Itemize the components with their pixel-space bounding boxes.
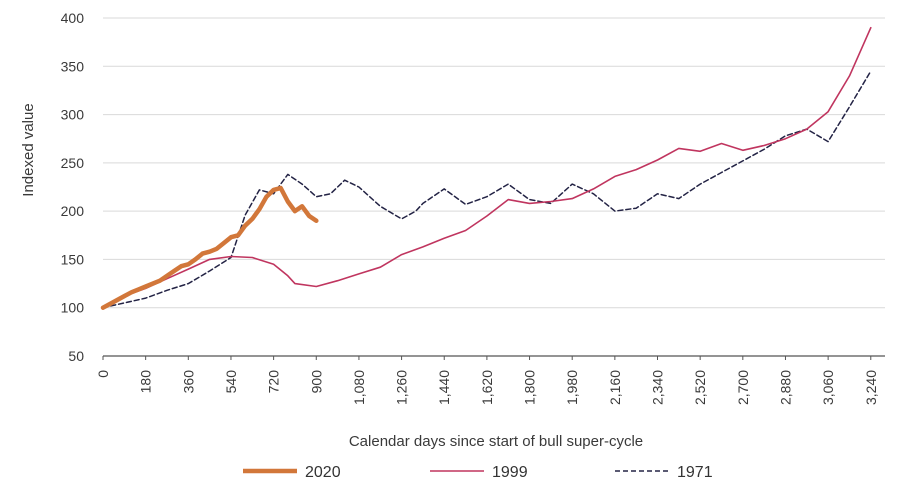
y-tick-label: 350 <box>61 58 85 74</box>
y-axis-ticks: 50 100 150 200 250 300 350 400 <box>61 10 85 364</box>
x-tick-label: 2,700 <box>735 370 751 405</box>
x-tick-label: 1,440 <box>436 370 452 405</box>
x-tick-label: 2,880 <box>777 370 793 405</box>
y-tick-label: 200 <box>61 203 85 219</box>
y-tick-label: 50 <box>68 348 84 364</box>
y-axis-title: Indexed value <box>20 103 37 196</box>
series-line-1999 <box>102 26 872 309</box>
x-tick-label: 1,980 <box>564 370 580 405</box>
x-tick-label: 1,260 <box>394 370 410 405</box>
x-axis-title: Calendar days since start of bull super-… <box>349 433 643 450</box>
y-tick-label: 300 <box>61 107 85 123</box>
x-tick-label: 1,080 <box>351 370 367 405</box>
y-tick-label: 150 <box>61 251 85 267</box>
legend: 2020 1999 1971 <box>243 464 713 481</box>
x-tick-label: 360 <box>180 370 196 394</box>
y-tick-label: 400 <box>61 10 85 26</box>
x-tick-label: 540 <box>223 370 239 394</box>
series-lines <box>100 26 872 310</box>
x-tick-label: 2,160 <box>607 370 623 405</box>
x-tick-label: 180 <box>138 370 154 394</box>
gridlines <box>103 17 885 309</box>
x-tick-label: 2,340 <box>650 370 666 405</box>
y-tick-label: 250 <box>61 155 85 171</box>
x-tick-label: 3,060 <box>820 370 836 405</box>
legend-label-1971: 1971 <box>677 464 713 481</box>
x-tick-label: 720 <box>266 370 282 394</box>
x-tick-label: 900 <box>308 370 324 394</box>
series-line-2020 <box>100 185 319 310</box>
series-line-1971 <box>102 70 872 309</box>
x-tick-label: 3,240 <box>863 370 879 405</box>
x-tick-label: 2,520 <box>692 370 708 405</box>
legend-label-1999: 1999 <box>492 464 528 481</box>
y-tick-label: 100 <box>61 300 85 316</box>
x-tick-label: 0 <box>95 370 111 378</box>
legend-label-2020: 2020 <box>305 464 341 481</box>
x-tick-label: 1,620 <box>479 370 495 405</box>
x-axis-ticks: 0 180 360 540 720 900 1,080 1,260 1,440 1,620 1,80… <box>95 356 879 405</box>
x-tick-label: 1,800 <box>522 370 538 405</box>
